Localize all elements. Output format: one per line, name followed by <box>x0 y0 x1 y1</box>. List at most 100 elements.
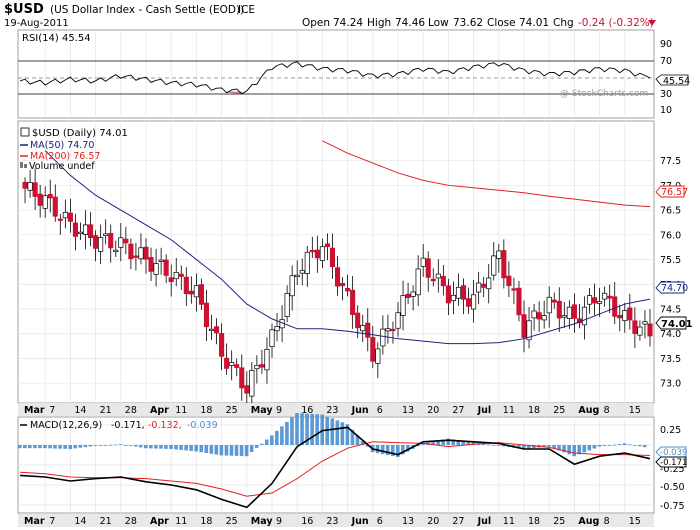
price-panel: 77.577.076.576.075.575.074.574.073.573.0… <box>17 120 693 406</box>
low-label: Low <box>428 17 449 29</box>
histogram-bar <box>58 445 62 449</box>
candle-legend-icon <box>20 127 30 137</box>
macd-legend: MACD(12,26,9) -0.171, -0.132, -0.039 <box>20 420 218 431</box>
high-value: 74.46 <box>395 17 425 29</box>
histogram-bar <box>527 445 531 449</box>
histogram-bar <box>390 445 395 457</box>
candle-body <box>153 263 159 275</box>
candle-body <box>612 296 618 317</box>
x-tick-label: 9 <box>276 516 282 527</box>
histogram-bar <box>144 445 148 449</box>
candle-body <box>203 302 210 328</box>
ma50-line <box>44 150 651 345</box>
histogram-bar <box>300 413 304 445</box>
x-tick-label: May <box>251 516 274 527</box>
candle-body <box>360 325 366 332</box>
x-tick-label: 7 <box>49 405 55 416</box>
histogram-bar <box>330 418 335 445</box>
x-tick-label: 21 <box>100 516 112 527</box>
ohlc-summary: Open 74.24 High 74.46 Low 73.62 Close 74… <box>302 17 656 29</box>
macd-axis: 0.25 -0.25 -0.50 -0.75 <box>660 425 685 512</box>
candle-body <box>67 212 73 222</box>
legend-main: $USD (Daily) 74.01 <box>32 128 128 139</box>
x-tick-label: 13 <box>402 516 414 527</box>
candle-body <box>546 296 552 314</box>
candle-body <box>42 195 48 209</box>
rsi-frame <box>17 29 655 119</box>
candle-body <box>128 243 134 260</box>
histogram-bar <box>622 443 627 445</box>
close-badge <box>655 316 687 330</box>
price-frame <box>17 120 655 404</box>
candle-body <box>340 283 346 287</box>
volume-legend-icon <box>24 164 27 168</box>
rsi-tick-label: 10 <box>660 105 672 116</box>
histogram-bar <box>194 445 198 452</box>
candle-body <box>47 193 53 199</box>
candle-body <box>158 259 164 262</box>
x-tick-label: 6 <box>377 516 383 527</box>
candle-body <box>581 306 588 326</box>
histogram-bar <box>270 435 274 445</box>
candle-body <box>264 348 270 371</box>
histogram-bar <box>214 445 219 455</box>
x-tick-label: 6 <box>377 405 383 416</box>
candle-body <box>491 255 497 276</box>
candle-body <box>622 310 628 322</box>
candle-body <box>103 233 109 237</box>
macd-legend-signal: -0.132, <box>148 420 182 431</box>
histogram-bar <box>305 413 309 445</box>
macd-line <box>19 426 651 509</box>
x-tick-label: Jun <box>351 516 369 527</box>
rsi-panel: RSI(14) 45.54 90 70 30 10 45.54 @ StockC… <box>17 29 690 119</box>
candle-body <box>632 320 638 334</box>
candle-body <box>637 326 643 336</box>
x-tick-label: 14 <box>74 516 86 527</box>
candle-body <box>254 365 260 370</box>
x-tick-label: 25 <box>226 405 238 416</box>
histogram-bar <box>275 430 279 445</box>
candle-body <box>481 283 487 288</box>
rsi-axis: 90 70 30 10 <box>660 39 672 116</box>
histogram-bar <box>285 421 289 445</box>
candle-body <box>450 294 456 302</box>
candle-body <box>541 315 547 321</box>
candle-body <box>269 329 275 347</box>
x-tick-label: Aug <box>578 516 599 527</box>
x-tick-label: 18 <box>200 405 212 416</box>
x-tick-label: Apr <box>150 516 169 527</box>
candle-body <box>314 249 320 259</box>
candle-body <box>380 328 386 347</box>
candle-body <box>521 314 527 338</box>
low-value: 73.62 <box>453 17 483 29</box>
histogram-bar <box>431 441 435 445</box>
candle-body <box>531 310 537 319</box>
candle-body <box>592 297 598 304</box>
histogram-bar <box>320 414 324 445</box>
candle-body <box>556 300 562 319</box>
macd-hist-badge-value: -0.039 <box>660 448 687 458</box>
candle-body <box>627 307 633 321</box>
chart-date: 19-Aug-2011 <box>4 18 69 29</box>
x-tick-label: 28 <box>125 516 137 527</box>
close-badge-value: 74.01 <box>661 319 693 330</box>
price-tick-label: 74.5 <box>660 305 681 316</box>
histogram-bar <box>118 444 123 445</box>
candle-body <box>229 362 235 366</box>
histogram-bar <box>23 445 27 449</box>
candle-body <box>183 276 189 295</box>
candle-body <box>289 275 295 297</box>
macd-badge-value: -0.171 <box>660 458 687 468</box>
histogram-bar <box>396 445 400 457</box>
candle-body <box>178 273 184 277</box>
histogram-bar <box>149 445 153 449</box>
histogram-bar <box>244 445 249 457</box>
rsi-line <box>19 61 651 95</box>
histogram-bar <box>355 435 360 445</box>
candle-body <box>27 182 33 191</box>
x-tick-label: 25 <box>553 516 565 527</box>
macd-histogram <box>18 413 647 457</box>
histogram-bar <box>350 429 355 445</box>
x-tick-label: 25 <box>226 516 238 527</box>
histogram-bar <box>68 445 72 449</box>
